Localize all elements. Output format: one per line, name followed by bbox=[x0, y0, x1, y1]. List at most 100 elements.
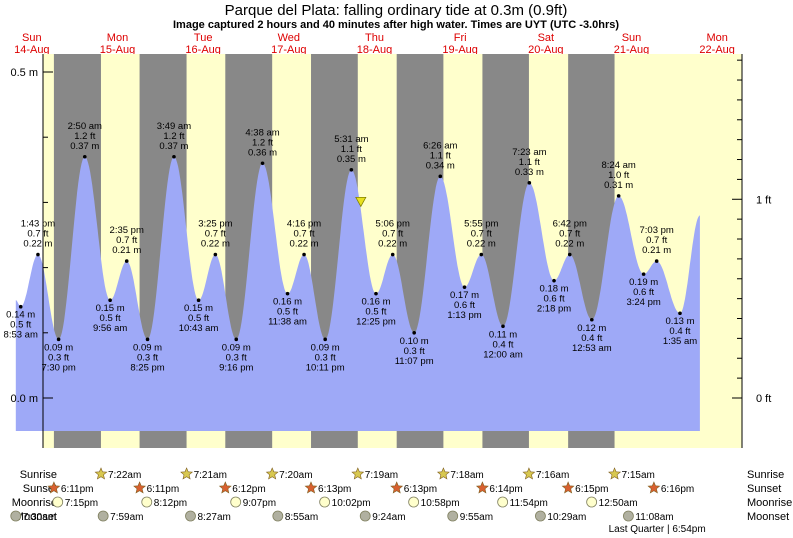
extreme-m: 0.21 m bbox=[112, 245, 141, 256]
high-tide: 5:31 am1.1 ft0.35 m bbox=[334, 134, 369, 172]
day-date: 21-Aug bbox=[614, 44, 649, 56]
sunrise-icon bbox=[608, 467, 622, 480]
extreme-m: 0.16 m bbox=[273, 297, 302, 308]
moonset-time: 7:30am bbox=[23, 512, 56, 523]
extreme-time: 11:38 am bbox=[268, 317, 307, 328]
almanac-label-right: Sunrise bbox=[747, 469, 784, 481]
day-name: Thu bbox=[365, 32, 384, 44]
high-tide: 2:50 am1.2 ft0.37 m bbox=[68, 121, 102, 159]
extreme-dot bbox=[56, 337, 61, 342]
extreme-time: 3:24 pm bbox=[626, 297, 660, 308]
extreme-ft: 0.7 ft bbox=[116, 235, 137, 246]
extreme-ft: 0.3 ft bbox=[226, 352, 247, 363]
high-tide: 5:06 pm0.7 ft0.22 m bbox=[376, 219, 410, 257]
left-tick-label: 0.0 m bbox=[10, 393, 38, 405]
extreme-dot bbox=[36, 252, 40, 257]
moonset-time: 10:29am bbox=[547, 512, 586, 523]
extreme-ft: 1.2 ft bbox=[252, 137, 273, 148]
extreme-ft: 0.5 ft bbox=[277, 307, 298, 318]
extreme-time: 10:43 am bbox=[179, 323, 219, 334]
sunset-time: 6:15pm bbox=[575, 484, 608, 495]
sunset-entry: 6:13pm bbox=[390, 481, 437, 495]
extreme-m: 0.31 m bbox=[604, 180, 633, 191]
moonset-icon bbox=[97, 510, 109, 522]
extreme-time: 9:16 pm bbox=[219, 362, 253, 373]
extreme-m: 0.35 m bbox=[337, 154, 366, 165]
day-name: Mon bbox=[107, 32, 128, 44]
sunrise-time: 7:22am bbox=[108, 470, 141, 481]
day-name: Sat bbox=[538, 32, 555, 44]
extreme-dot bbox=[678, 311, 682, 316]
day-date: 16-Aug bbox=[185, 44, 220, 56]
extreme-time: 7:30 pm bbox=[41, 362, 75, 373]
high-tide: 2:35 pm0.7 ft0.21 m bbox=[110, 225, 144, 263]
sunrise-icon bbox=[522, 467, 536, 480]
low-tide: 0.09 m0.3 ft8:25 pm bbox=[130, 337, 165, 373]
extreme-dot bbox=[234, 337, 239, 342]
day-date: 22-Aug bbox=[699, 44, 734, 56]
moonset-entry: 7:30am bbox=[10, 510, 56, 523]
sunset-time: 6:12pm bbox=[232, 484, 265, 495]
moonrise-time: 10:58pm bbox=[421, 498, 460, 509]
extreme-time: 4:16 pm bbox=[287, 219, 321, 230]
moonrise-entry: 12:50am bbox=[586, 496, 638, 509]
extreme-time: 6:26 am bbox=[423, 140, 457, 151]
extreme-m: 0.19 m bbox=[629, 277, 658, 288]
extreme-time: 8:53 am bbox=[4, 330, 38, 341]
extreme-dot bbox=[527, 181, 532, 185]
sunset-icon bbox=[218, 481, 232, 494]
current-tide-marker bbox=[355, 197, 367, 208]
moon-phase-label: Last Quarter | 6:54pm bbox=[609, 524, 706, 535]
high-tide: 4:16 pm0.7 ft0.22 m bbox=[287, 219, 321, 257]
day-date: 15-Aug bbox=[100, 44, 135, 56]
extreme-ft: 0.7 ft bbox=[646, 235, 667, 246]
high-tide: 3:25 pm0.7 ft0.22 m bbox=[198, 219, 233, 257]
extreme-m: 0.22 m bbox=[555, 239, 584, 250]
moonset-icon bbox=[272, 510, 284, 522]
sunrise-icon bbox=[94, 467, 108, 480]
extreme-time: 12:53 am bbox=[572, 343, 612, 354]
moonset-entry: 11:08am bbox=[623, 510, 674, 523]
extreme-dot bbox=[196, 298, 201, 303]
sunrise-entry: 7:22am bbox=[94, 467, 141, 481]
right-tick-label: 1 ft bbox=[756, 194, 771, 206]
left-tick-label: 0.5 m bbox=[10, 67, 38, 79]
extreme-m: 0.09 m bbox=[133, 342, 162, 353]
moonset-icon bbox=[623, 510, 634, 522]
moonrise-time: 7:15pm bbox=[65, 498, 98, 509]
extreme-ft: 1.1 ft bbox=[519, 157, 540, 168]
sunset-time: 6:14pm bbox=[489, 484, 522, 495]
extreme-m: 0.09 m bbox=[311, 342, 340, 353]
extreme-dot bbox=[616, 194, 621, 198]
extreme-ft: 1.2 ft bbox=[74, 131, 95, 142]
high-tide: 8:24 am1.0 ft0.31 m bbox=[601, 160, 636, 198]
extreme-ft: 0.4 ft bbox=[669, 326, 690, 337]
moonrise-entry: 11:54pm bbox=[497, 496, 548, 509]
moonrise-entry: 10:02pm bbox=[319, 496, 371, 509]
moonrise-icon bbox=[141, 496, 153, 508]
extreme-dot bbox=[552, 278, 556, 283]
extreme-dot bbox=[302, 252, 306, 257]
extreme-time: 6:42 pm bbox=[553, 219, 587, 230]
tide-extremes: 0.14 m0.5 ft8:53 am1:43 pm0.7 ft0.22 m0.… bbox=[4, 121, 698, 374]
moonrise-entry: 10:58pm bbox=[408, 496, 460, 509]
extreme-ft: 0.6 ft bbox=[633, 287, 654, 298]
extreme-m: 0.13 m bbox=[665, 316, 694, 327]
extreme-m: 0.09 m bbox=[222, 342, 251, 353]
moonset-entry: 9:24am bbox=[359, 510, 406, 523]
extreme-time: 12:25 pm bbox=[356, 317, 396, 328]
extreme-dot bbox=[390, 252, 395, 257]
extreme-m: 0.16 m bbox=[361, 297, 390, 308]
day-date: 14-Aug bbox=[14, 44, 49, 56]
high-tide: 1:43 pm0.7 ft0.22 m bbox=[21, 219, 55, 257]
almanac-label-left: Sunrise bbox=[20, 469, 57, 481]
sunset-entry: 6:11pm bbox=[47, 481, 94, 495]
extreme-m: 0.12 m bbox=[577, 323, 606, 334]
extreme-m: 0.17 m bbox=[450, 290, 479, 301]
sunset-entry: 6:15pm bbox=[561, 481, 609, 495]
extreme-time: 3:25 pm bbox=[198, 219, 232, 230]
extreme-time: 12:00 am bbox=[483, 349, 523, 360]
